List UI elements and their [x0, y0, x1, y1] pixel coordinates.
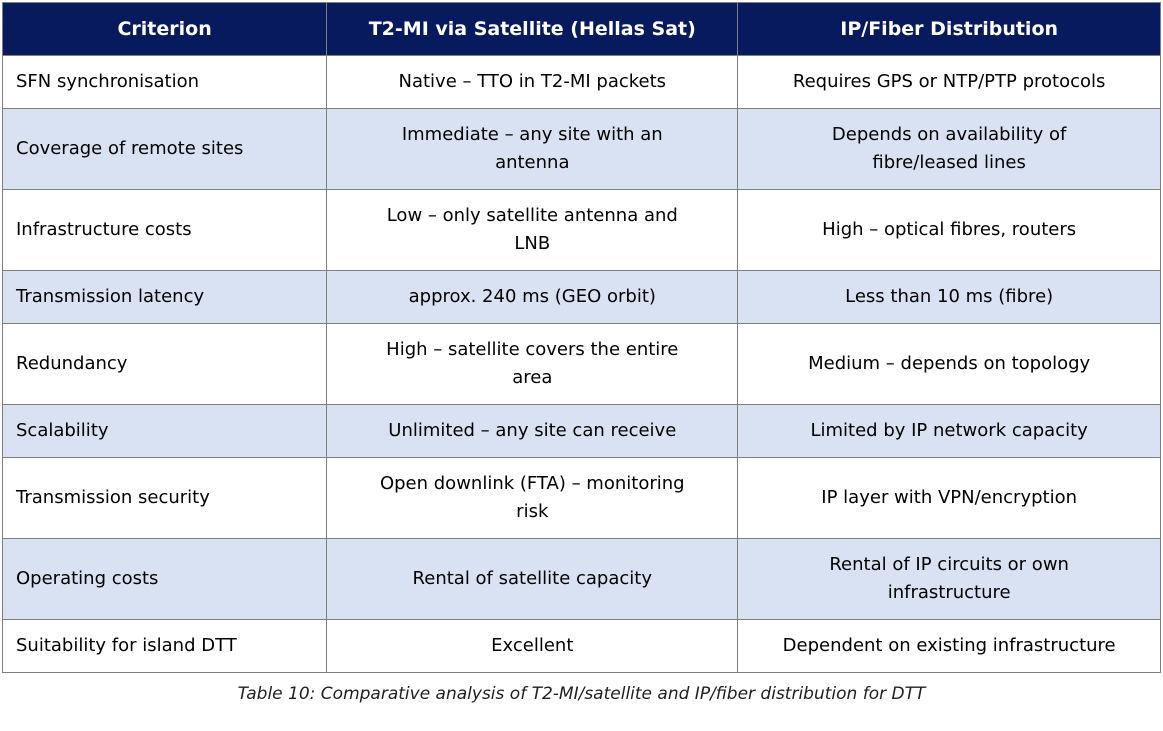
cell-criterion: Operating costs: [1, 538, 328, 620]
cell-ip-fiber: Medium – depends on topology: [737, 323, 1161, 405]
cell-ip-fiber: Limited by IP network capacity: [737, 404, 1161, 458]
cell-ip-fiber: High – optical fibres, routers: [737, 189, 1161, 271]
table-caption: Table 10: Comparative analysis of T2-MI/…: [237, 684, 926, 704]
cell-ip-fiber: Less than 10 ms (fibre): [737, 270, 1161, 324]
column-header-satellite: T2-MI via Satellite (Hellas Sat): [326, 2, 739, 56]
table-row: Transmission latency approx. 240 ms (GEO…: [1, 270, 1161, 324]
cell-criterion: Transmission latency: [1, 270, 328, 324]
cell-satellite: Low – only satellite antenna and LNB: [326, 189, 739, 271]
header-row: Criterion T2-MI via Satellite (Hellas Sa…: [1, 2, 1161, 56]
cell-criterion: Scalability: [1, 404, 328, 458]
cell-satellite: High – satellite covers the entire area: [326, 323, 739, 405]
comparison-table: Criterion T2-MI via Satellite (Hellas Sa…: [1, 2, 1161, 673]
cell-satellite: Native – TTO in T2-MI packets: [326, 55, 739, 109]
cell-criterion: Redundancy: [1, 323, 328, 405]
column-header-criterion: Criterion: [1, 2, 328, 56]
table-header: Criterion T2-MI via Satellite (Hellas Sa…: [1, 2, 1161, 56]
cell-criterion: Infrastructure costs: [1, 189, 328, 271]
cell-ip-fiber: Rental of IP circuits or own infrastruct…: [737, 538, 1161, 620]
cell-satellite: Excellent: [326, 619, 739, 673]
table-row: SFN synchronisation Native – TTO in T2-M…: [1, 55, 1161, 109]
cell-ip-fiber: Depends on availability of fibre/leased …: [737, 108, 1161, 190]
table-row: Suitability for island DTT Excellent Dep…: [1, 619, 1161, 673]
table-row: Transmission security Open downlink (FTA…: [1, 457, 1161, 539]
cell-satellite: Rental of satellite capacity: [326, 538, 739, 620]
cell-satellite: Unlimited – any site can receive: [326, 404, 739, 458]
cell-satellite: approx. 240 ms (GEO orbit): [326, 270, 739, 324]
table-row: Infrastructure costs Low – only satellit…: [1, 189, 1161, 271]
table-row: Scalability Unlimited – any site can rec…: [1, 404, 1161, 458]
cell-criterion: Transmission security: [1, 457, 328, 539]
table-row: Operating costs Rental of satellite capa…: [1, 538, 1161, 620]
column-header-ip-fiber: IP/Fiber Distribution: [737, 2, 1161, 56]
cell-satellite: Immediate – any site with an antenna: [326, 108, 739, 190]
cell-criterion: Suitability for island DTT: [1, 619, 328, 673]
table-row: Redundancy High – satellite covers the e…: [1, 323, 1161, 405]
cell-satellite: Open downlink (FTA) – monitoring risk: [326, 457, 739, 539]
table-row: Coverage of remote sites Immediate – any…: [1, 108, 1161, 190]
cell-criterion: Coverage of remote sites: [1, 108, 328, 190]
cell-ip-fiber: Requires GPS or NTP/PTP protocols: [737, 55, 1161, 109]
cell-ip-fiber: Dependent on existing infrastructure: [737, 619, 1161, 673]
cell-criterion: SFN synchronisation: [1, 55, 328, 109]
cell-ip-fiber: IP layer with VPN/encryption: [737, 457, 1161, 539]
